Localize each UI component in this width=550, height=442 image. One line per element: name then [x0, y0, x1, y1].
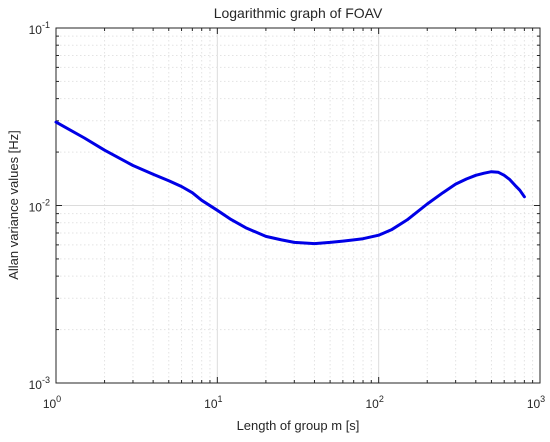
- y-axis-label: Allan variance values [Hz]: [6, 130, 21, 280]
- y-tick-label: 10-3: [29, 375, 50, 392]
- x-tick-label: 102: [365, 394, 383, 411]
- plot-grid: [56, 28, 540, 383]
- plot-series: [54, 120, 526, 246]
- axis-ticks: 100 101 102 103 10-3 10-2 10-1: [29, 20, 546, 411]
- x-axis-label: Length of group m [s]: [237, 418, 360, 433]
- x-tick-label: 100: [43, 394, 61, 411]
- x-tick-label: 101: [204, 394, 222, 411]
- x-tick-label: 103: [527, 394, 545, 411]
- chart-title: Logarithmic graph of FOAV: [214, 5, 383, 21]
- series-line-0: [54, 120, 526, 246]
- y-tick-label: 10-1: [29, 20, 50, 37]
- y-tick-label: 10-2: [29, 198, 50, 215]
